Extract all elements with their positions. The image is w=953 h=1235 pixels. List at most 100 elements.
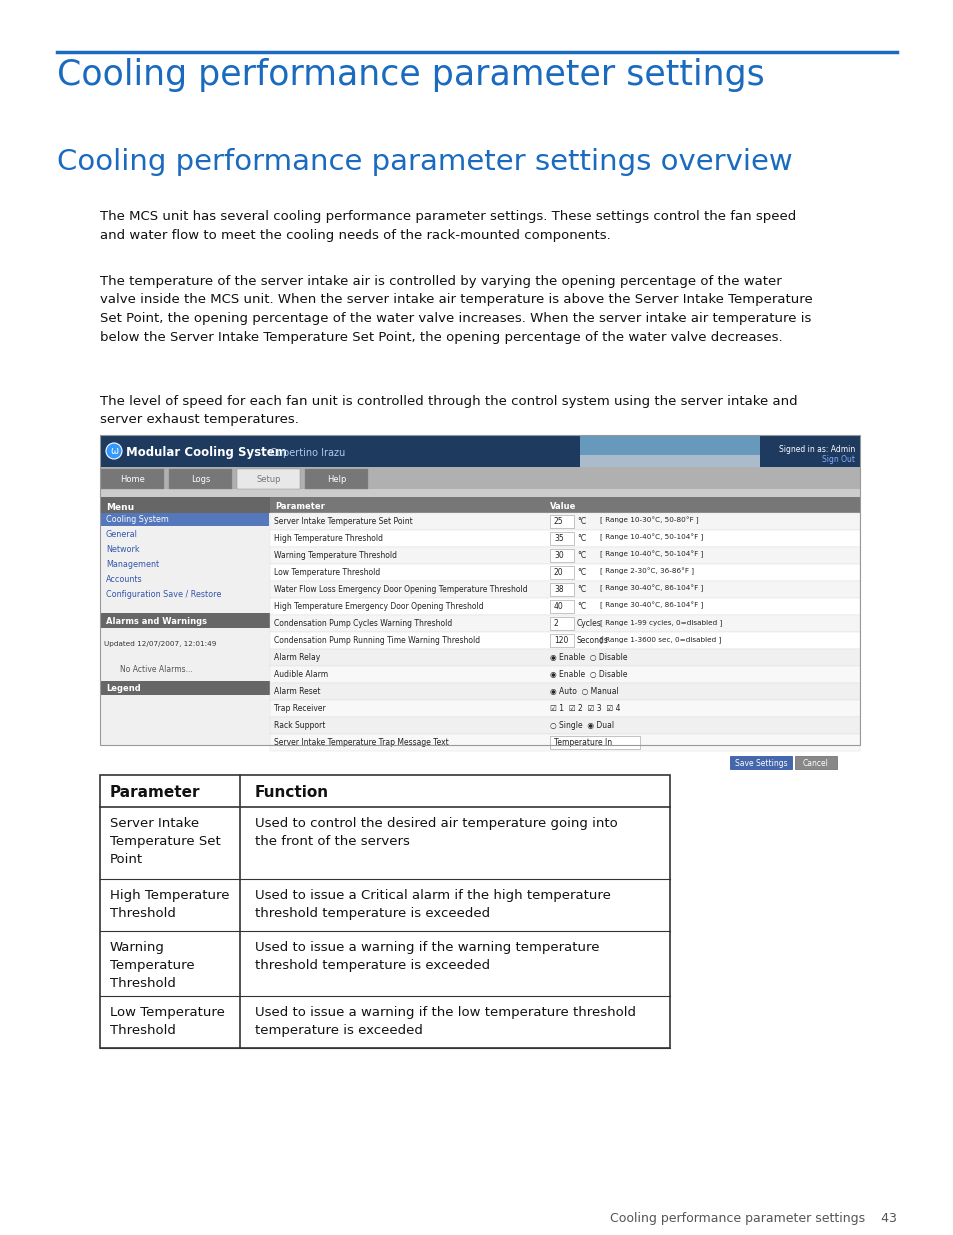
Bar bbox=[270, 615, 859, 632]
Bar bbox=[270, 718, 859, 734]
Bar bbox=[270, 547, 859, 564]
Bar bbox=[100, 467, 859, 489]
Bar bbox=[101, 469, 164, 489]
Text: Cooling System: Cooling System bbox=[106, 515, 169, 524]
Text: Value: Value bbox=[550, 501, 576, 511]
Text: [ Range 30-40°C, 86-104°F ]: [ Range 30-40°C, 86-104°F ] bbox=[599, 601, 702, 609]
Text: Condensation Pump Running Time Warning Threshold: Condensation Pump Running Time Warning T… bbox=[274, 636, 479, 645]
Text: Function: Function bbox=[254, 785, 329, 800]
Text: Low Temperature
Threshold: Low Temperature Threshold bbox=[110, 1007, 225, 1037]
Text: Menu: Menu bbox=[106, 503, 134, 513]
Bar bbox=[579, 454, 760, 467]
Text: Cooling performance parameter settings    43: Cooling performance parameter settings 4… bbox=[610, 1212, 896, 1225]
Text: °C: °C bbox=[577, 601, 585, 611]
Bar bbox=[100, 435, 859, 745]
Text: °C: °C bbox=[577, 568, 585, 577]
Text: Sign Out: Sign Out bbox=[821, 454, 854, 464]
Text: Server Intake Temperature Trap Message Text: Server Intake Temperature Trap Message T… bbox=[274, 739, 448, 747]
Text: Help: Help bbox=[327, 475, 346, 484]
Text: Seconds: Seconds bbox=[577, 636, 608, 645]
Text: Setup: Setup bbox=[256, 475, 280, 484]
Text: Cooling performance parameter settings overview: Cooling performance parameter settings o… bbox=[57, 148, 792, 177]
Circle shape bbox=[106, 443, 122, 459]
Text: Warning
Temperature
Threshold: Warning Temperature Threshold bbox=[110, 941, 194, 990]
Text: Logs: Logs bbox=[191, 475, 210, 484]
Text: Cycles: Cycles bbox=[577, 619, 601, 629]
Text: Signed in as: Admin: Signed in as: Admin bbox=[778, 445, 854, 454]
Text: Cancel: Cancel bbox=[802, 760, 828, 768]
Text: Used to issue a Critical alarm if the high temperature
threshold temperature is : Used to issue a Critical alarm if the hi… bbox=[254, 889, 610, 920]
Bar bbox=[550, 550, 574, 562]
Text: Save Settings: Save Settings bbox=[734, 760, 786, 768]
Text: [ Range 1-3600 sec, 0=disabled ]: [ Range 1-3600 sec, 0=disabled ] bbox=[599, 636, 720, 642]
Text: [ Range 1-99 cycles, 0=disabled ]: [ Range 1-99 cycles, 0=disabled ] bbox=[599, 619, 721, 626]
Bar bbox=[550, 600, 574, 613]
Text: ○ Single  ◉ Dual: ○ Single ◉ Dual bbox=[550, 721, 614, 730]
Bar bbox=[729, 756, 791, 769]
Bar bbox=[270, 734, 859, 751]
Text: Parameter: Parameter bbox=[274, 501, 325, 511]
Text: ◉ Auto  ○ Manual: ◉ Auto ○ Manual bbox=[550, 687, 618, 697]
Bar bbox=[550, 583, 574, 597]
Bar bbox=[270, 530, 859, 547]
Bar bbox=[100, 680, 270, 695]
Text: Temperature In: Temperature In bbox=[554, 739, 612, 747]
Text: ☑ 1  ☑ 2  ☑ 3  ☑ 4: ☑ 1 ☑ 2 ☑ 3 ☑ 4 bbox=[550, 704, 619, 713]
Bar bbox=[100, 489, 859, 496]
Text: 120: 120 bbox=[554, 636, 568, 645]
Text: Warning Temperature Threshold: Warning Temperature Threshold bbox=[274, 551, 396, 559]
Text: Alarm Reset: Alarm Reset bbox=[274, 687, 320, 697]
Text: The MCS unit has several cooling performance parameter settings. These settings : The MCS unit has several cooling perform… bbox=[100, 210, 796, 242]
Text: Legend: Legend bbox=[106, 684, 141, 693]
Text: Alarm Relay: Alarm Relay bbox=[274, 653, 320, 662]
Text: 2: 2 bbox=[554, 619, 558, 629]
Bar bbox=[100, 613, 270, 629]
Text: Updated 12/07/2007, 12:01:49: Updated 12/07/2007, 12:01:49 bbox=[104, 641, 216, 647]
Bar bbox=[270, 513, 859, 530]
Bar bbox=[270, 564, 859, 580]
Text: Parameter: Parameter bbox=[110, 785, 200, 800]
Bar bbox=[579, 435, 760, 467]
Text: Network: Network bbox=[106, 545, 139, 555]
Bar bbox=[100, 776, 669, 1049]
Bar bbox=[169, 469, 232, 489]
Text: ◉ Enable  ○ Disable: ◉ Enable ○ Disable bbox=[550, 653, 627, 662]
Text: High Temperature Emergency Door Opening Threshold: High Temperature Emergency Door Opening … bbox=[274, 601, 483, 611]
Bar bbox=[270, 650, 859, 666]
Text: Used to issue a warning if the warning temperature
threshold temperature is exce: Used to issue a warning if the warning t… bbox=[254, 941, 598, 972]
Text: °C: °C bbox=[577, 551, 585, 559]
Text: Accounts: Accounts bbox=[106, 576, 143, 584]
Text: High Temperature Threshold: High Temperature Threshold bbox=[274, 534, 382, 543]
Bar bbox=[270, 683, 859, 700]
Text: 38: 38 bbox=[554, 585, 563, 594]
Text: ◉ Enable  ○ Disable: ◉ Enable ○ Disable bbox=[550, 671, 627, 679]
Text: 35: 35 bbox=[554, 534, 563, 543]
Text: Home: Home bbox=[120, 475, 145, 484]
Text: Rack Support: Rack Support bbox=[274, 721, 325, 730]
Text: Server Intake
Temperature Set
Point: Server Intake Temperature Set Point bbox=[110, 818, 220, 866]
Bar bbox=[270, 598, 859, 615]
Text: 40: 40 bbox=[554, 601, 563, 611]
Text: 25: 25 bbox=[554, 517, 563, 526]
Bar bbox=[101, 513, 269, 526]
Bar bbox=[550, 736, 639, 748]
Text: Modular Cooling System: Modular Cooling System bbox=[126, 446, 287, 459]
Bar bbox=[270, 580, 859, 598]
Bar bbox=[550, 532, 574, 545]
Bar bbox=[100, 435, 859, 745]
Bar bbox=[270, 700, 859, 718]
Text: Management: Management bbox=[106, 559, 159, 569]
Bar bbox=[550, 566, 574, 579]
Text: Condensation Pump Cycles Warning Threshold: Condensation Pump Cycles Warning Thresho… bbox=[274, 619, 452, 629]
Text: [ Range 10-40°C, 50-104°F ]: [ Range 10-40°C, 50-104°F ] bbox=[599, 551, 702, 558]
Bar bbox=[550, 618, 574, 630]
Text: Used to control the desired air temperature going into
the front of the servers: Used to control the desired air temperat… bbox=[254, 818, 618, 848]
Text: 20: 20 bbox=[554, 568, 563, 577]
Text: Cooling performance parameter settings: Cooling performance parameter settings bbox=[57, 58, 764, 91]
Text: Audible Alarm: Audible Alarm bbox=[274, 671, 328, 679]
Text: [ Range 10-40°C, 50-104°F ]: [ Range 10-40°C, 50-104°F ] bbox=[599, 534, 702, 541]
Bar bbox=[270, 496, 859, 513]
Text: °C: °C bbox=[577, 517, 585, 526]
Bar bbox=[100, 435, 859, 467]
Text: No Active Alarms...: No Active Alarms... bbox=[120, 664, 193, 674]
